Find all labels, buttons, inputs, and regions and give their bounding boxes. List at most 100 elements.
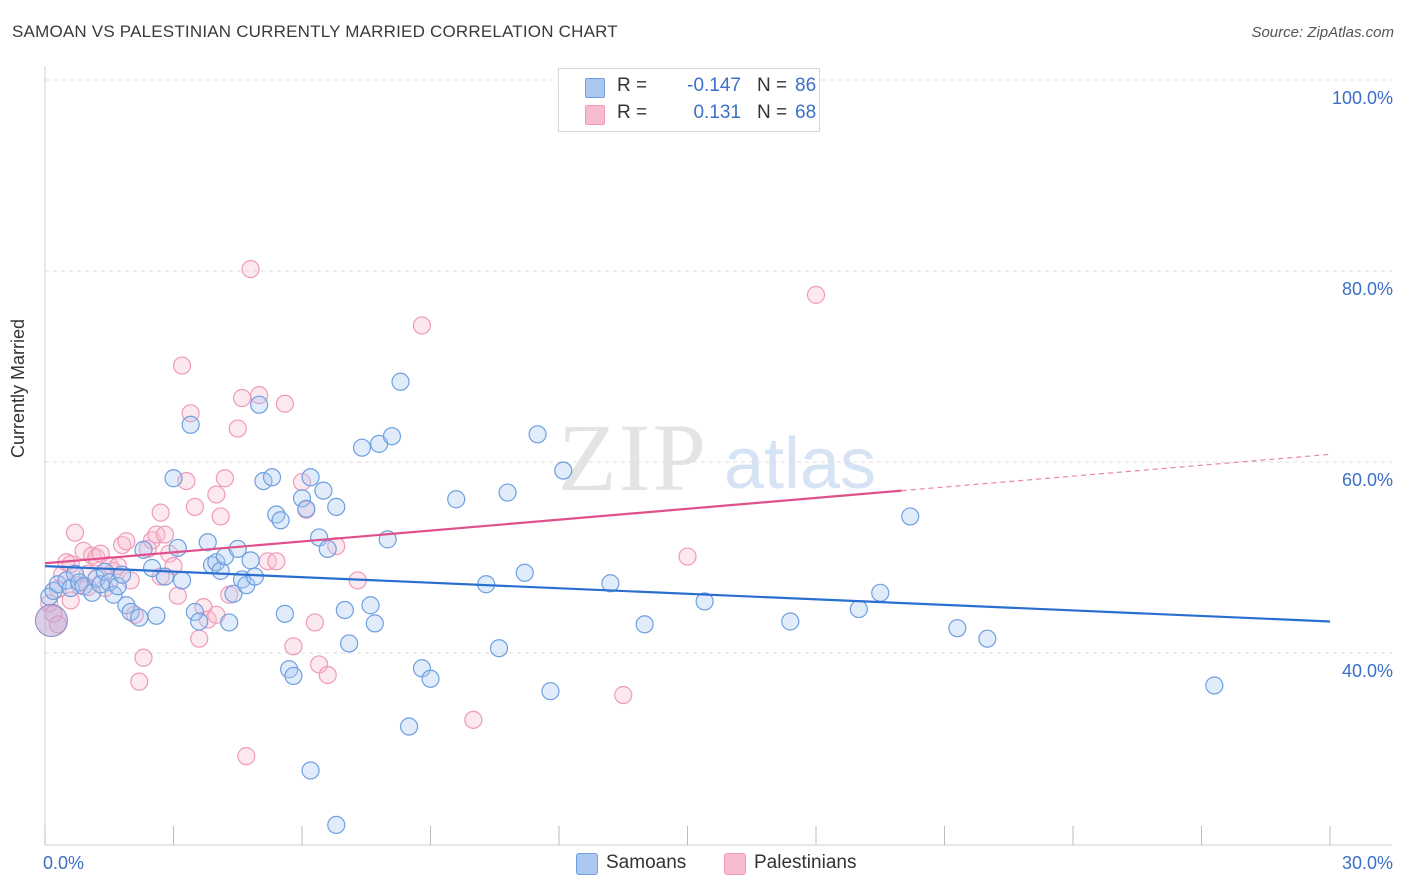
data-point (340, 634, 359, 653)
data-point (601, 574, 620, 593)
data-point (806, 285, 826, 304)
data-point (361, 596, 380, 615)
palestinians-legend-swatch (724, 853, 746, 875)
watermark-atlas: atlas (724, 424, 876, 504)
data-point (352, 438, 372, 457)
data-point (391, 372, 410, 391)
samoans-legend-swatch (576, 853, 598, 875)
data-point (297, 499, 316, 518)
data-point (224, 584, 243, 603)
data-point (275, 604, 294, 623)
r-label: R = (617, 102, 648, 123)
data-point (207, 485, 226, 504)
data-point (327, 815, 346, 835)
samoans-swatch (585, 78, 605, 98)
data-point (275, 394, 294, 413)
data-point-cluster (34, 604, 68, 638)
data-point (447, 490, 466, 509)
x-tick-label: 30.0% (1342, 853, 1393, 873)
y-tick-label: 100.0% (1332, 88, 1393, 108)
axes (44, 66, 1392, 846)
data-point (284, 637, 303, 656)
data-point (117, 532, 136, 551)
palestinians-legend-label: Palestinians (754, 852, 857, 873)
samoans-trend-line (44, 564, 1331, 623)
r-value: 0.131 (693, 102, 741, 123)
data-point (215, 469, 234, 488)
data-point (220, 613, 239, 632)
data-point (365, 614, 384, 633)
data-point (147, 606, 166, 625)
data-point (1205, 676, 1224, 695)
data-point (498, 483, 517, 502)
data-point (528, 425, 547, 444)
data-point (172, 571, 192, 590)
r-value: -0.147 (687, 75, 741, 96)
data-point (142, 558, 162, 578)
data-point (241, 259, 260, 279)
data-point (781, 612, 800, 631)
n-label: N = (757, 75, 788, 96)
data-point (515, 563, 534, 582)
data-point (168, 538, 187, 558)
chart-title: SAMOAN VS PALESTINIAN CURRENTLY MARRIED … (12, 22, 618, 41)
data-point (318, 539, 337, 559)
watermark-zip: ZIP (558, 404, 708, 511)
n-label: N = (757, 102, 788, 123)
data-point (614, 685, 633, 705)
data-point (978, 629, 997, 648)
data-point (292, 489, 312, 508)
source-credit: Source: ZipAtlas.com (1251, 24, 1394, 41)
data-point (185, 602, 205, 622)
data-point (695, 592, 714, 611)
data-point (164, 469, 183, 488)
data-point (211, 507, 230, 526)
y-tick-label: 60.0% (1342, 470, 1393, 490)
y-axis-label: Currently Married (8, 318, 28, 458)
palestinians-trend-extension (901, 453, 1331, 492)
data-point (901, 507, 920, 526)
data-point (635, 615, 654, 634)
data-point (489, 639, 509, 658)
data-point (318, 665, 337, 685)
data-point (267, 552, 286, 571)
data-point (151, 503, 170, 522)
palestinians-swatch (585, 105, 605, 125)
data-point (335, 600, 354, 620)
n-value: 86 (795, 75, 817, 96)
data-point (284, 666, 303, 686)
data-point (168, 586, 187, 605)
y-tick-label: 40.0% (1342, 661, 1393, 681)
stats-legend: R = -0.147 N = 86 R = 0.131 N = 68 (558, 68, 820, 132)
data-point (399, 717, 419, 736)
data-point (327, 497, 346, 516)
data-point (464, 710, 483, 729)
data-point (871, 583, 890, 602)
data-point (245, 567, 264, 586)
data-point (108, 577, 127, 596)
data-point (412, 316, 432, 335)
data-point (292, 472, 312, 492)
data-point (421, 669, 440, 688)
data-point (948, 619, 967, 638)
samoans-legend-label: Samoans (606, 852, 687, 873)
tick-labels: 40.0% 60.0% 80.0% 100.0% 0.0% 30.0% (43, 88, 1393, 873)
data-point (130, 608, 149, 627)
data-point (262, 468, 282, 487)
data-point (61, 591, 80, 610)
data-point (254, 472, 273, 491)
data-point (301, 468, 320, 487)
data-point (237, 747, 256, 766)
data-point (65, 523, 85, 542)
data-point (228, 539, 247, 559)
data-point (232, 388, 252, 408)
data-point (134, 648, 153, 667)
r-label: R = (617, 75, 648, 96)
palestinian-points (40, 259, 826, 766)
data-point (211, 561, 230, 580)
samoan-points (34, 372, 1224, 835)
data-point (185, 497, 205, 516)
data-point (305, 613, 324, 632)
data-point (250, 395, 269, 414)
data-point (678, 547, 697, 566)
